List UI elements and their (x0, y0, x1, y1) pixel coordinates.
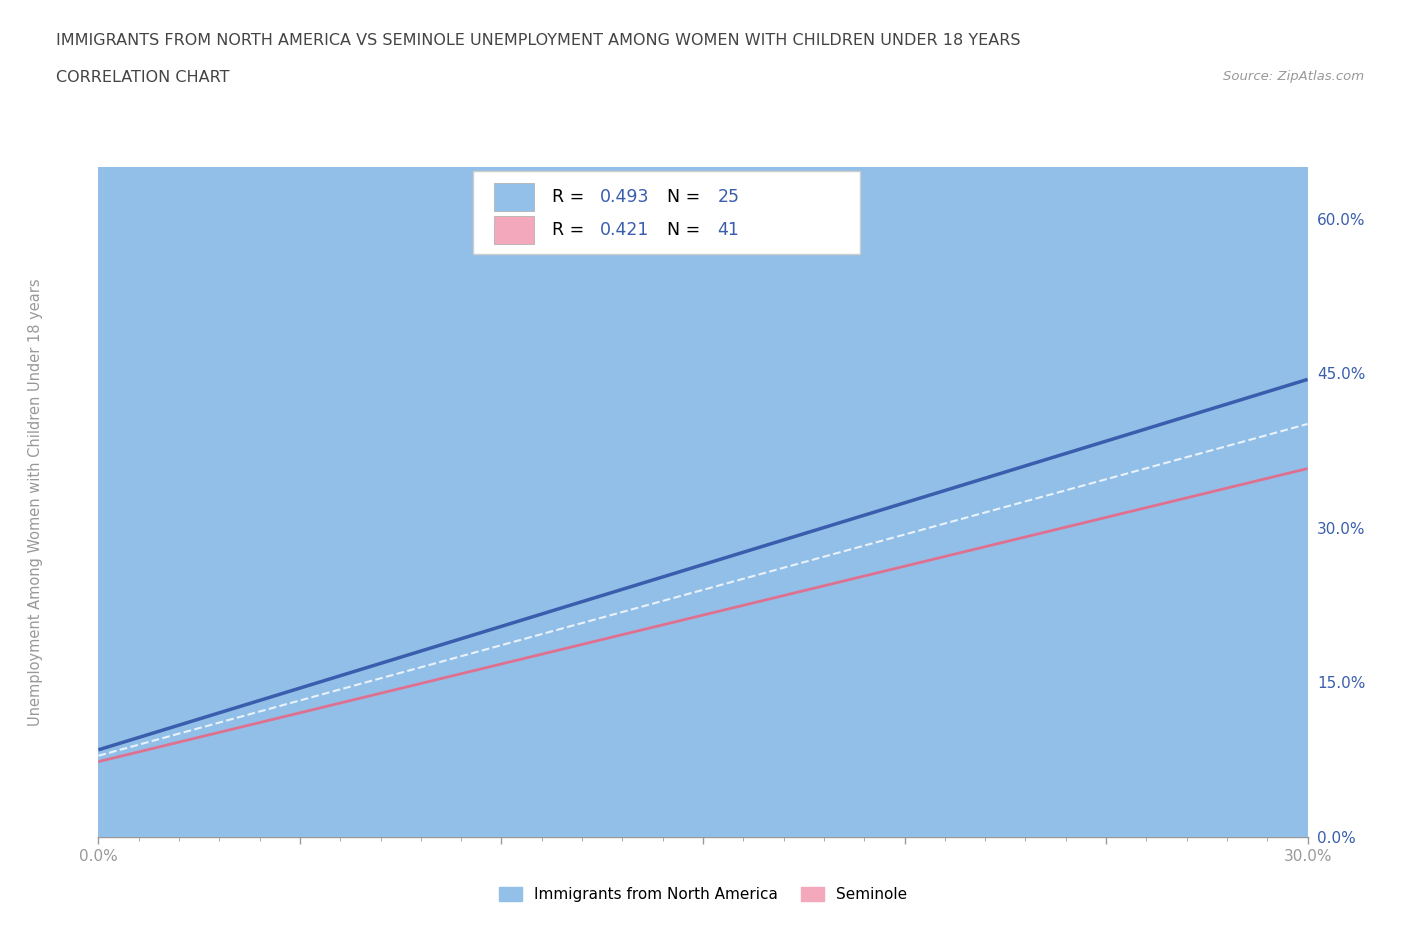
Point (1195, 469, 1218, 484)
Point (107, 789, 129, 804)
Point (329, 469, 352, 484)
Point (180, 722, 202, 737)
Point (148, 726, 170, 741)
Point (208, 665, 231, 680)
Point (853, 711, 876, 726)
Point (217, 696, 239, 711)
Text: Unemployment Among Women with Children Under 18 years: Unemployment Among Women with Children U… (28, 278, 42, 726)
Point (103, 773, 125, 788)
Point (571, 685, 593, 700)
Point (221, 716, 243, 731)
Point (240, 675, 263, 690)
Text: IMMIGRANTS FROM NORTH AMERICA VS SEMINOLE UNEMPLOYMENT AMONG WOMEN WITH CHILDREN: IMMIGRANTS FROM NORTH AMERICA VS SEMINOL… (56, 33, 1021, 47)
Point (167, 696, 190, 711)
Point (111, 778, 134, 793)
Point (107, 768, 129, 783)
Text: N =: N = (666, 188, 700, 206)
Point (167, 757, 190, 772)
Point (143, 737, 166, 751)
Point (143, 747, 166, 762)
Point (96, 778, 118, 793)
Point (249, 659, 271, 674)
Point (139, 752, 162, 767)
Point (152, 752, 174, 767)
Text: Source: ZipAtlas.com: Source: ZipAtlas.com (1223, 70, 1364, 83)
Point (135, 742, 157, 757)
Point (692, 675, 714, 690)
Point (370, 582, 392, 597)
Text: 41: 41 (717, 220, 740, 239)
FancyBboxPatch shape (494, 183, 534, 211)
Point (200, 696, 222, 711)
Point (156, 732, 179, 747)
Point (148, 726, 170, 741)
Point (132, 763, 155, 777)
Text: R =: R = (551, 188, 583, 206)
Point (651, 706, 673, 721)
Text: ZIPatlas: ZIPatlas (541, 503, 865, 581)
Point (120, 757, 142, 772)
Point (651, 551, 673, 566)
Point (631, 757, 654, 772)
Text: 25: 25 (717, 188, 740, 206)
Point (124, 768, 146, 783)
Point (450, 377, 472, 392)
Point (188, 706, 211, 721)
Point (772, 696, 794, 711)
Point (128, 747, 150, 762)
Text: 0.493: 0.493 (600, 188, 650, 206)
Point (160, 716, 183, 731)
Point (139, 737, 162, 751)
Point (100, 773, 122, 788)
Point (208, 701, 231, 716)
Point (176, 696, 198, 711)
FancyBboxPatch shape (494, 216, 534, 244)
Point (111, 763, 134, 777)
Point (135, 757, 157, 772)
Point (132, 747, 155, 762)
Point (163, 732, 186, 747)
Point (115, 763, 138, 777)
Point (176, 706, 198, 721)
Legend: Immigrants from North America, Seminole: Immigrants from North America, Seminole (492, 881, 914, 909)
Point (733, 696, 755, 711)
Point (1054, 211, 1077, 226)
Text: CORRELATION CHART: CORRELATION CHART (56, 70, 229, 85)
Point (156, 716, 179, 731)
FancyBboxPatch shape (474, 171, 860, 255)
Point (200, 685, 222, 700)
Point (188, 696, 211, 711)
Point (160, 742, 183, 757)
Point (120, 752, 142, 767)
Point (934, 572, 956, 587)
Point (853, 659, 876, 674)
Point (128, 752, 150, 767)
Point (571, 489, 593, 504)
Point (711, 551, 734, 566)
Point (491, 690, 513, 705)
Text: R =: R = (551, 220, 583, 239)
Text: 0.421: 0.421 (600, 220, 650, 239)
Point (100, 768, 122, 783)
Point (115, 778, 138, 793)
Point (124, 768, 146, 783)
Point (152, 706, 174, 721)
Text: N =: N = (666, 220, 700, 239)
